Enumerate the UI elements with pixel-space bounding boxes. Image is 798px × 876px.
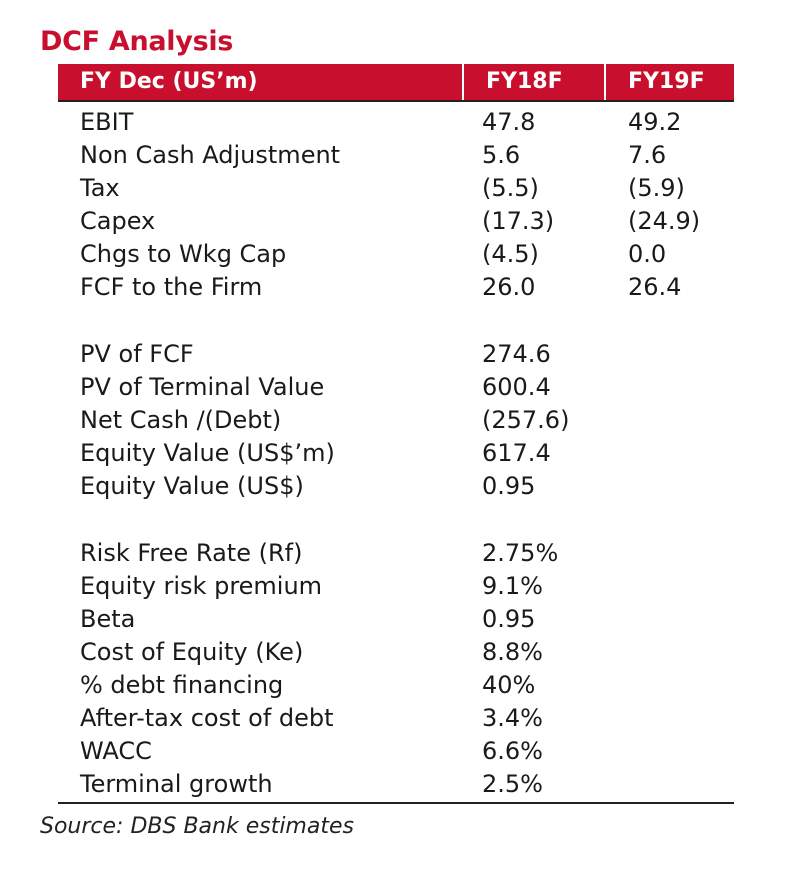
row-fy19f: 7.6 xyxy=(628,141,667,169)
table-row: Cost of Equity (Ke) 8.8% xyxy=(58,636,734,669)
row-label: Capex xyxy=(80,207,156,235)
row-fy19f: 49.2 xyxy=(628,108,682,136)
header-divider xyxy=(58,100,734,102)
table-row: WACC 6.6% xyxy=(58,735,734,768)
row-fy18f: (257.6) xyxy=(482,406,570,434)
table-row: Beta 0.95 xyxy=(58,603,734,636)
row-fy18f: (4.5) xyxy=(482,240,539,268)
row-fy18f: 5.6 xyxy=(482,141,521,169)
row-fy18f: 0.95 xyxy=(482,605,536,633)
row-fy18f: 2.75% xyxy=(482,539,559,567)
row-fy19f: (5.9) xyxy=(628,174,685,202)
row-label: Cost of Equity (Ke) xyxy=(80,638,304,666)
table-header: FY Dec (US’m) FY18F FY19F xyxy=(58,64,734,100)
row-label: % debt financing xyxy=(80,671,284,699)
row-fy19f: (24.9) xyxy=(628,207,701,235)
table-row: Terminal growth 2.5% xyxy=(58,768,734,801)
row-fy18f: 26.0 xyxy=(482,273,536,301)
table-row: Non Cash Adjustment 5.6 7.6 xyxy=(58,139,734,172)
table-row: After-tax cost of debt 3.4% xyxy=(58,702,734,735)
header-fy18f: FY18F xyxy=(464,64,604,100)
row-fy18f: 40% xyxy=(482,671,536,699)
row-label: PV of FCF xyxy=(80,340,194,368)
table-row: Tax (5.5) (5.9) xyxy=(58,172,734,205)
row-label: Chgs to Wkg Cap xyxy=(80,240,287,268)
row-fy18f: 274.6 xyxy=(482,340,551,368)
row-fy18f: 2.5% xyxy=(482,770,543,798)
table-row: % debt financing 40% xyxy=(58,669,734,702)
row-fy18f: 9.1% xyxy=(482,572,543,600)
row-fy18f: 617.4 xyxy=(482,439,551,467)
table-row: Risk Free Rate (Rf) 2.75% xyxy=(58,537,734,570)
table-row: Capex (17.3) (24.9) xyxy=(58,205,734,238)
header-fy19f: FY19F xyxy=(606,64,734,100)
row-fy18f: 47.8 xyxy=(482,108,536,136)
row-fy18f: 0.95 xyxy=(482,472,536,500)
table-row: EBIT 47.8 49.2 xyxy=(58,106,734,139)
row-fy18f: 600.4 xyxy=(482,373,551,401)
table-row: Equity Value (US$) 0.95 xyxy=(58,470,734,503)
table-bottom-divider xyxy=(58,802,734,804)
row-label: Net Cash /(Debt) xyxy=(80,406,282,434)
row-label: WACC xyxy=(80,737,152,765)
table-row: Net Cash /(Debt) (257.6) xyxy=(58,404,734,437)
row-label: PV of Terminal Value xyxy=(80,373,325,401)
row-label: Beta xyxy=(80,605,136,633)
row-label: After-tax cost of debt xyxy=(80,704,334,732)
row-fy18f: 6.6% xyxy=(482,737,543,765)
row-label: Equity risk premium xyxy=(80,572,323,600)
row-fy18f: 8.8% xyxy=(482,638,543,666)
row-label: EBIT xyxy=(80,108,134,136)
row-fy18f: 3.4% xyxy=(482,704,543,732)
table-row: FCF to the Firm 26.0 26.4 xyxy=(58,271,734,304)
table-row: Equity Value (US$’m) 617.4 xyxy=(58,437,734,470)
row-label: Terminal growth xyxy=(80,770,273,798)
row-label: Non Cash Adjustment xyxy=(80,141,341,169)
table-row: PV of FCF 274.6 xyxy=(58,338,734,371)
row-label: FCF to the Firm xyxy=(80,273,263,301)
row-label: Equity Value (US$’m) xyxy=(80,439,335,467)
row-fy19f: 0.0 xyxy=(628,240,667,268)
row-fy19f: 26.4 xyxy=(628,273,682,301)
row-label: Tax xyxy=(80,174,120,202)
table-row: Chgs to Wkg Cap (4.5) 0.0 xyxy=(58,238,734,271)
row-fy18f: (17.3) xyxy=(482,207,555,235)
row-fy18f: (5.5) xyxy=(482,174,539,202)
page-title: DCF Analysis xyxy=(40,26,234,57)
table-row: Equity risk premium 9.1% xyxy=(58,570,734,603)
source-note: Source: DBS Bank estimates xyxy=(40,814,354,839)
row-label: Equity Value (US$) xyxy=(80,472,304,500)
table-row: PV of Terminal Value 600.4 xyxy=(58,371,734,404)
row-label: Risk Free Rate (Rf) xyxy=(80,539,303,567)
header-label: FY Dec (US’m) xyxy=(58,64,462,100)
